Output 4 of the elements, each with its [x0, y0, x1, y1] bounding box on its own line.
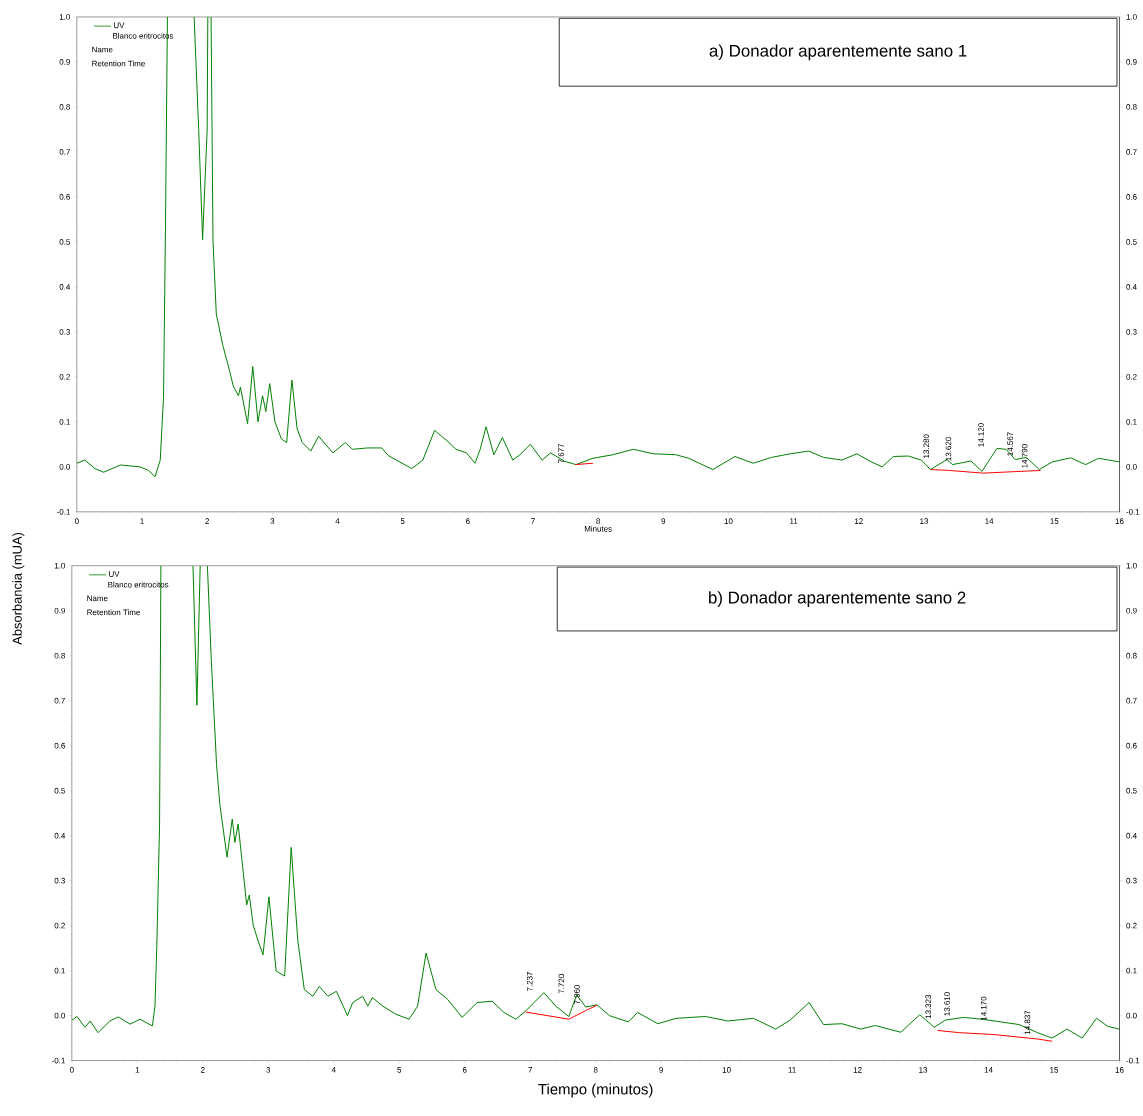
y-axis-title: Absorbancia (mUA) — [12, 532, 25, 645]
text: a) Donador aparentemente sano 1 — [709, 44, 967, 60]
x-axis-title: Tiempo (minutos) — [538, 1083, 653, 1098]
text: b) Donador aparentemente sano 2 — [709, 590, 966, 607]
